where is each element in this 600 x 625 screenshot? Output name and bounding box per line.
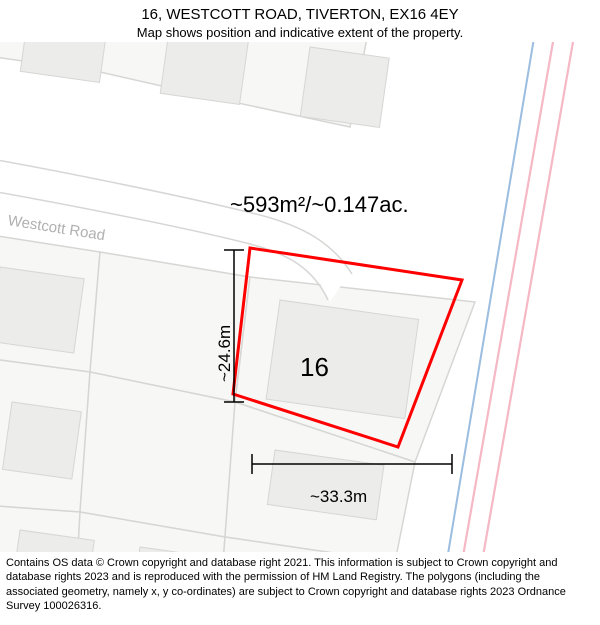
page-title: 16, WESTCOTT ROAD, TIVERTON, EX16 4EY <box>0 6 600 23</box>
header: 16, WESTCOTT ROAD, TIVERTON, EX16 4EY Ma… <box>0 0 600 42</box>
page-subtitle: Map shows position and indicative extent… <box>0 25 600 40</box>
area-measurement-label: ~593m²/~0.147ac. <box>230 192 409 218</box>
house-number-label: 16 <box>300 352 329 383</box>
vertical-dimension-label: ~24.6m <box>215 325 235 382</box>
horizontal-dimension-label: ~33.3m <box>310 487 367 507</box>
map-svg <box>0 42 600 552</box>
map-canvas: Westcott Road ~593m²/~0.147ac. 16 ~24.6m… <box>0 42 600 552</box>
copyright-footer: Contains OS data © Crown copyright and d… <box>0 552 600 617</box>
